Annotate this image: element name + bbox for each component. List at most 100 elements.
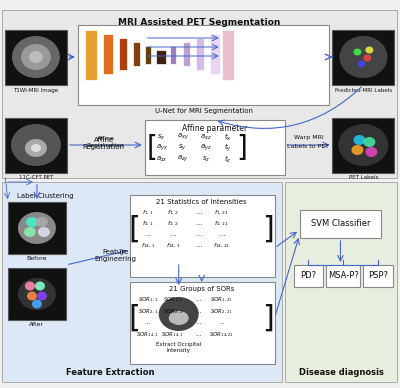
Ellipse shape — [29, 51, 43, 63]
Text: $\cdots$: $\cdots$ — [195, 211, 202, 215]
Text: [: [ — [129, 303, 141, 333]
Text: $\cdots$: $\cdots$ — [195, 310, 202, 315]
Text: $\cdots$: $\cdots$ — [169, 232, 176, 237]
Text: $\cdots$: $\cdots$ — [218, 232, 226, 237]
FancyBboxPatch shape — [183, 42, 190, 66]
Text: PSP?: PSP? — [368, 272, 388, 281]
Text: $a_{yx}$: $a_{yx}$ — [156, 143, 168, 153]
Text: $f_{2,1}$: $f_{2,1}$ — [142, 220, 154, 228]
Text: $a_{yz}$: $a_{yz}$ — [200, 143, 212, 153]
Text: Extract Occipital
Intensity: Extract Occipital Intensity — [156, 342, 201, 353]
Ellipse shape — [38, 227, 50, 237]
FancyBboxPatch shape — [119, 38, 127, 70]
Text: $f_{14,21}$: $f_{14,21}$ — [213, 242, 230, 250]
FancyBboxPatch shape — [332, 118, 394, 173]
Ellipse shape — [354, 135, 365, 145]
FancyBboxPatch shape — [222, 30, 234, 80]
Ellipse shape — [363, 54, 371, 62]
Text: MSA-P?: MSA-P? — [328, 272, 359, 281]
Ellipse shape — [21, 44, 51, 70]
Text: [: [ — [146, 134, 157, 162]
Text: $t_x$: $t_x$ — [224, 132, 232, 143]
Text: $a_{xz}$: $a_{xz}$ — [200, 132, 212, 142]
Ellipse shape — [352, 145, 363, 155]
Ellipse shape — [18, 278, 56, 310]
Text: ]: ] — [262, 215, 274, 244]
Text: Warp MRI: Warp MRI — [294, 135, 323, 140]
Text: U-Net for MRI Segmentation: U-Net for MRI Segmentation — [155, 108, 253, 114]
Text: Before: Before — [27, 256, 47, 261]
Text: $\cdots$: $\cdots$ — [218, 320, 225, 326]
Text: SVM Classifier: SVM Classifier — [311, 220, 370, 229]
Text: $SOR_{14,1}$: $SOR_{14,1}$ — [136, 331, 159, 339]
Ellipse shape — [25, 282, 35, 291]
Text: ]: ] — [262, 303, 274, 333]
Text: PD?: PD? — [300, 272, 316, 281]
Text: Predicted-MRI Labels: Predicted-MRI Labels — [335, 88, 392, 93]
Text: $SOR_{14,1}$: $SOR_{14,1}$ — [162, 331, 184, 339]
FancyBboxPatch shape — [145, 46, 151, 64]
FancyBboxPatch shape — [78, 25, 330, 105]
FancyBboxPatch shape — [363, 265, 393, 287]
Text: $f_{2,2}$: $f_{2,2}$ — [167, 220, 178, 228]
FancyBboxPatch shape — [5, 118, 67, 173]
Ellipse shape — [36, 217, 48, 227]
Text: $\cdots$: $\cdots$ — [144, 320, 151, 326]
Text: $t_z$: $t_z$ — [224, 153, 231, 165]
FancyBboxPatch shape — [150, 288, 208, 340]
FancyBboxPatch shape — [130, 282, 274, 364]
Text: $f_{1,21}$: $f_{1,21}$ — [214, 209, 229, 217]
Ellipse shape — [363, 137, 375, 147]
Text: MRI Assisted PET Segmentation: MRI Assisted PET Segmentation — [118, 18, 281, 27]
FancyBboxPatch shape — [8, 202, 66, 254]
FancyBboxPatch shape — [300, 210, 381, 238]
Ellipse shape — [159, 297, 199, 331]
Text: 21 Statistics of Intensities: 21 Statistics of Intensities — [156, 199, 247, 205]
Text: Affine parameter: Affine parameter — [182, 124, 247, 133]
Ellipse shape — [37, 291, 47, 300]
Text: $\cdots$: $\cdots$ — [195, 244, 202, 248]
Text: $SOR_{2,21}$: $SOR_{2,21}$ — [210, 308, 233, 316]
Ellipse shape — [24, 227, 36, 237]
Text: Feature Extraction: Feature Extraction — [66, 368, 154, 377]
FancyBboxPatch shape — [5, 30, 67, 85]
Text: ]: ] — [236, 134, 247, 162]
FancyBboxPatch shape — [294, 265, 324, 287]
Ellipse shape — [35, 282, 45, 291]
Text: $s_y$: $s_y$ — [178, 143, 187, 153]
Text: Affine: Affine — [97, 135, 115, 140]
Text: $f_{1,2}$: $f_{1,2}$ — [167, 209, 178, 217]
Text: T1WI-MRI Image: T1WI-MRI Image — [13, 88, 58, 93]
Text: Feature
Engineering: Feature Engineering — [95, 249, 137, 263]
Text: $a_{zx}$: $a_{zx}$ — [156, 154, 168, 164]
Text: Label Clustering: Label Clustering — [17, 193, 73, 199]
Ellipse shape — [18, 212, 56, 244]
FancyBboxPatch shape — [2, 10, 397, 178]
Text: $t_y$: $t_y$ — [224, 142, 232, 154]
Ellipse shape — [12, 36, 60, 78]
Text: $\cdots$: $\cdots$ — [195, 298, 202, 303]
Ellipse shape — [338, 124, 388, 166]
Text: $SOR_{1,1}$: $SOR_{1,1}$ — [138, 296, 158, 304]
FancyBboxPatch shape — [133, 42, 140, 66]
FancyBboxPatch shape — [130, 195, 274, 277]
Text: $\cdots$: $\cdots$ — [144, 232, 152, 237]
FancyBboxPatch shape — [85, 30, 97, 80]
Text: $s_z$: $s_z$ — [202, 154, 210, 164]
Text: $SOR_{14,21}$: $SOR_{14,21}$ — [209, 331, 234, 339]
Text: $\cdots$: $\cdots$ — [195, 232, 202, 237]
FancyBboxPatch shape — [332, 30, 394, 85]
Text: $a_{zy}$: $a_{zy}$ — [177, 154, 188, 164]
Ellipse shape — [31, 144, 41, 152]
Text: 11C-CFT PET: 11C-CFT PET — [19, 175, 53, 180]
Ellipse shape — [169, 311, 189, 325]
Text: $f_{1,1}$: $f_{1,1}$ — [142, 209, 154, 217]
FancyBboxPatch shape — [210, 34, 220, 74]
Ellipse shape — [26, 217, 38, 227]
FancyBboxPatch shape — [156, 50, 166, 64]
Text: $\cdots$: $\cdots$ — [195, 222, 202, 227]
Text: Labels to PET: Labels to PET — [288, 144, 330, 149]
Text: $SOR_{1,2}$: $SOR_{1,2}$ — [163, 296, 183, 304]
Text: PET Labels: PET Labels — [349, 175, 378, 180]
Ellipse shape — [27, 291, 37, 300]
